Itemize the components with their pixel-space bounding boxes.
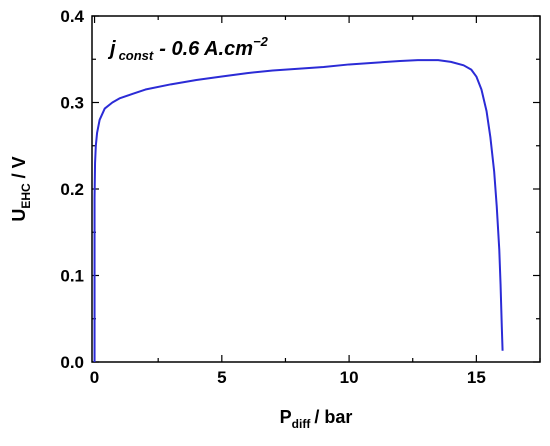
y-tick-label: 0.3 xyxy=(60,94,84,113)
x-tick-label: 0 xyxy=(90,368,99,387)
y-axis-label-subscript: EHC xyxy=(19,183,33,209)
y-axis-label: UEHC / V xyxy=(9,156,33,221)
axis-tick-labels: 0 5 10 15 0.0 0.1 0.2 0.3 0.4 xyxy=(60,7,485,387)
y-tick-label: 0.2 xyxy=(60,180,84,199)
x-tick-label: 5 xyxy=(217,368,226,387)
annotation-subscript: const xyxy=(119,48,154,63)
x-axis-label-rest: / bar xyxy=(314,407,352,427)
y-axis-label-main: U xyxy=(9,209,29,222)
x-axis-label-subscript: diff xyxy=(292,417,312,431)
x-tick-label: 15 xyxy=(467,368,486,387)
annotation-main: j xyxy=(107,38,116,60)
y-tick-label: 0.1 xyxy=(60,267,84,286)
annotation-label: j const - 0.6 A.cm−2 xyxy=(107,34,269,63)
annotation-superscript: −2 xyxy=(253,34,269,49)
x-tick-label: 10 xyxy=(340,368,359,387)
y-tick-label: 0.4 xyxy=(60,7,84,26)
x-axis-label-main: P xyxy=(280,407,292,427)
annotation-rest: - 0.6 A.cm xyxy=(159,38,253,60)
y-axis-label-rest: / V xyxy=(9,156,29,178)
series-line xyxy=(93,59,504,362)
x-axis-label: Pdiff / bar xyxy=(280,407,353,431)
y-tick-label: 0.0 xyxy=(60,353,84,372)
